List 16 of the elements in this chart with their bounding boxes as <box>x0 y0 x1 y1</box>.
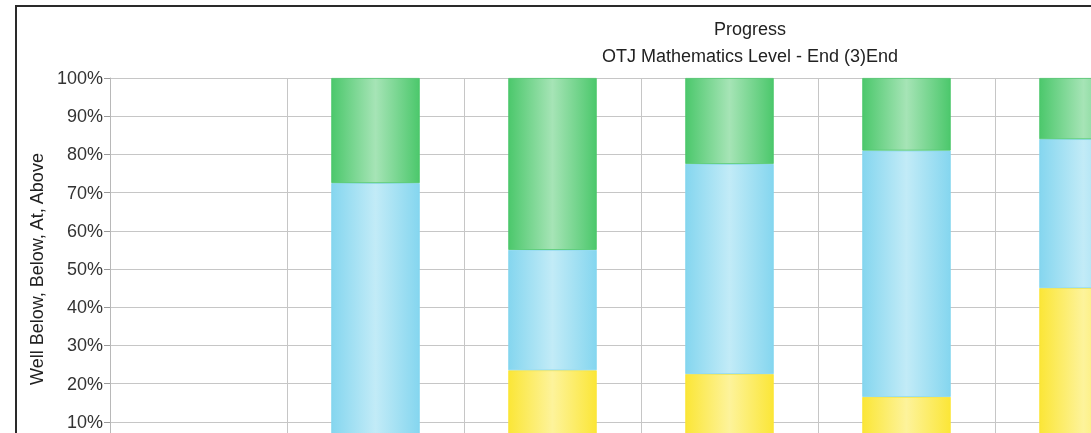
y-tick-label: 90% <box>66 106 103 127</box>
y-tick-label: 10% <box>66 411 103 432</box>
y-tick-label: 100% <box>56 68 103 88</box>
chart-title: Progress <box>713 19 787 39</box>
bar <box>508 78 597 250</box>
y-tick-label: 80% <box>66 144 103 165</box>
bar <box>685 78 774 164</box>
y-tick-label: 20% <box>66 373 103 394</box>
y-tick-label: 50% <box>66 259 103 279</box>
y-tick-label: 70% <box>66 182 103 203</box>
y-tick-label: 40% <box>66 297 103 318</box>
bar <box>862 78 951 151</box>
y-axis-title: Well Below, Below, At, Above <box>27 153 48 385</box>
y-tick-label: 60% <box>66 220 103 241</box>
chart-subtitle: OTJ Mathematics Level - End (3)End <box>601 46 899 66</box>
y-tick-label: 30% <box>66 335 103 356</box>
